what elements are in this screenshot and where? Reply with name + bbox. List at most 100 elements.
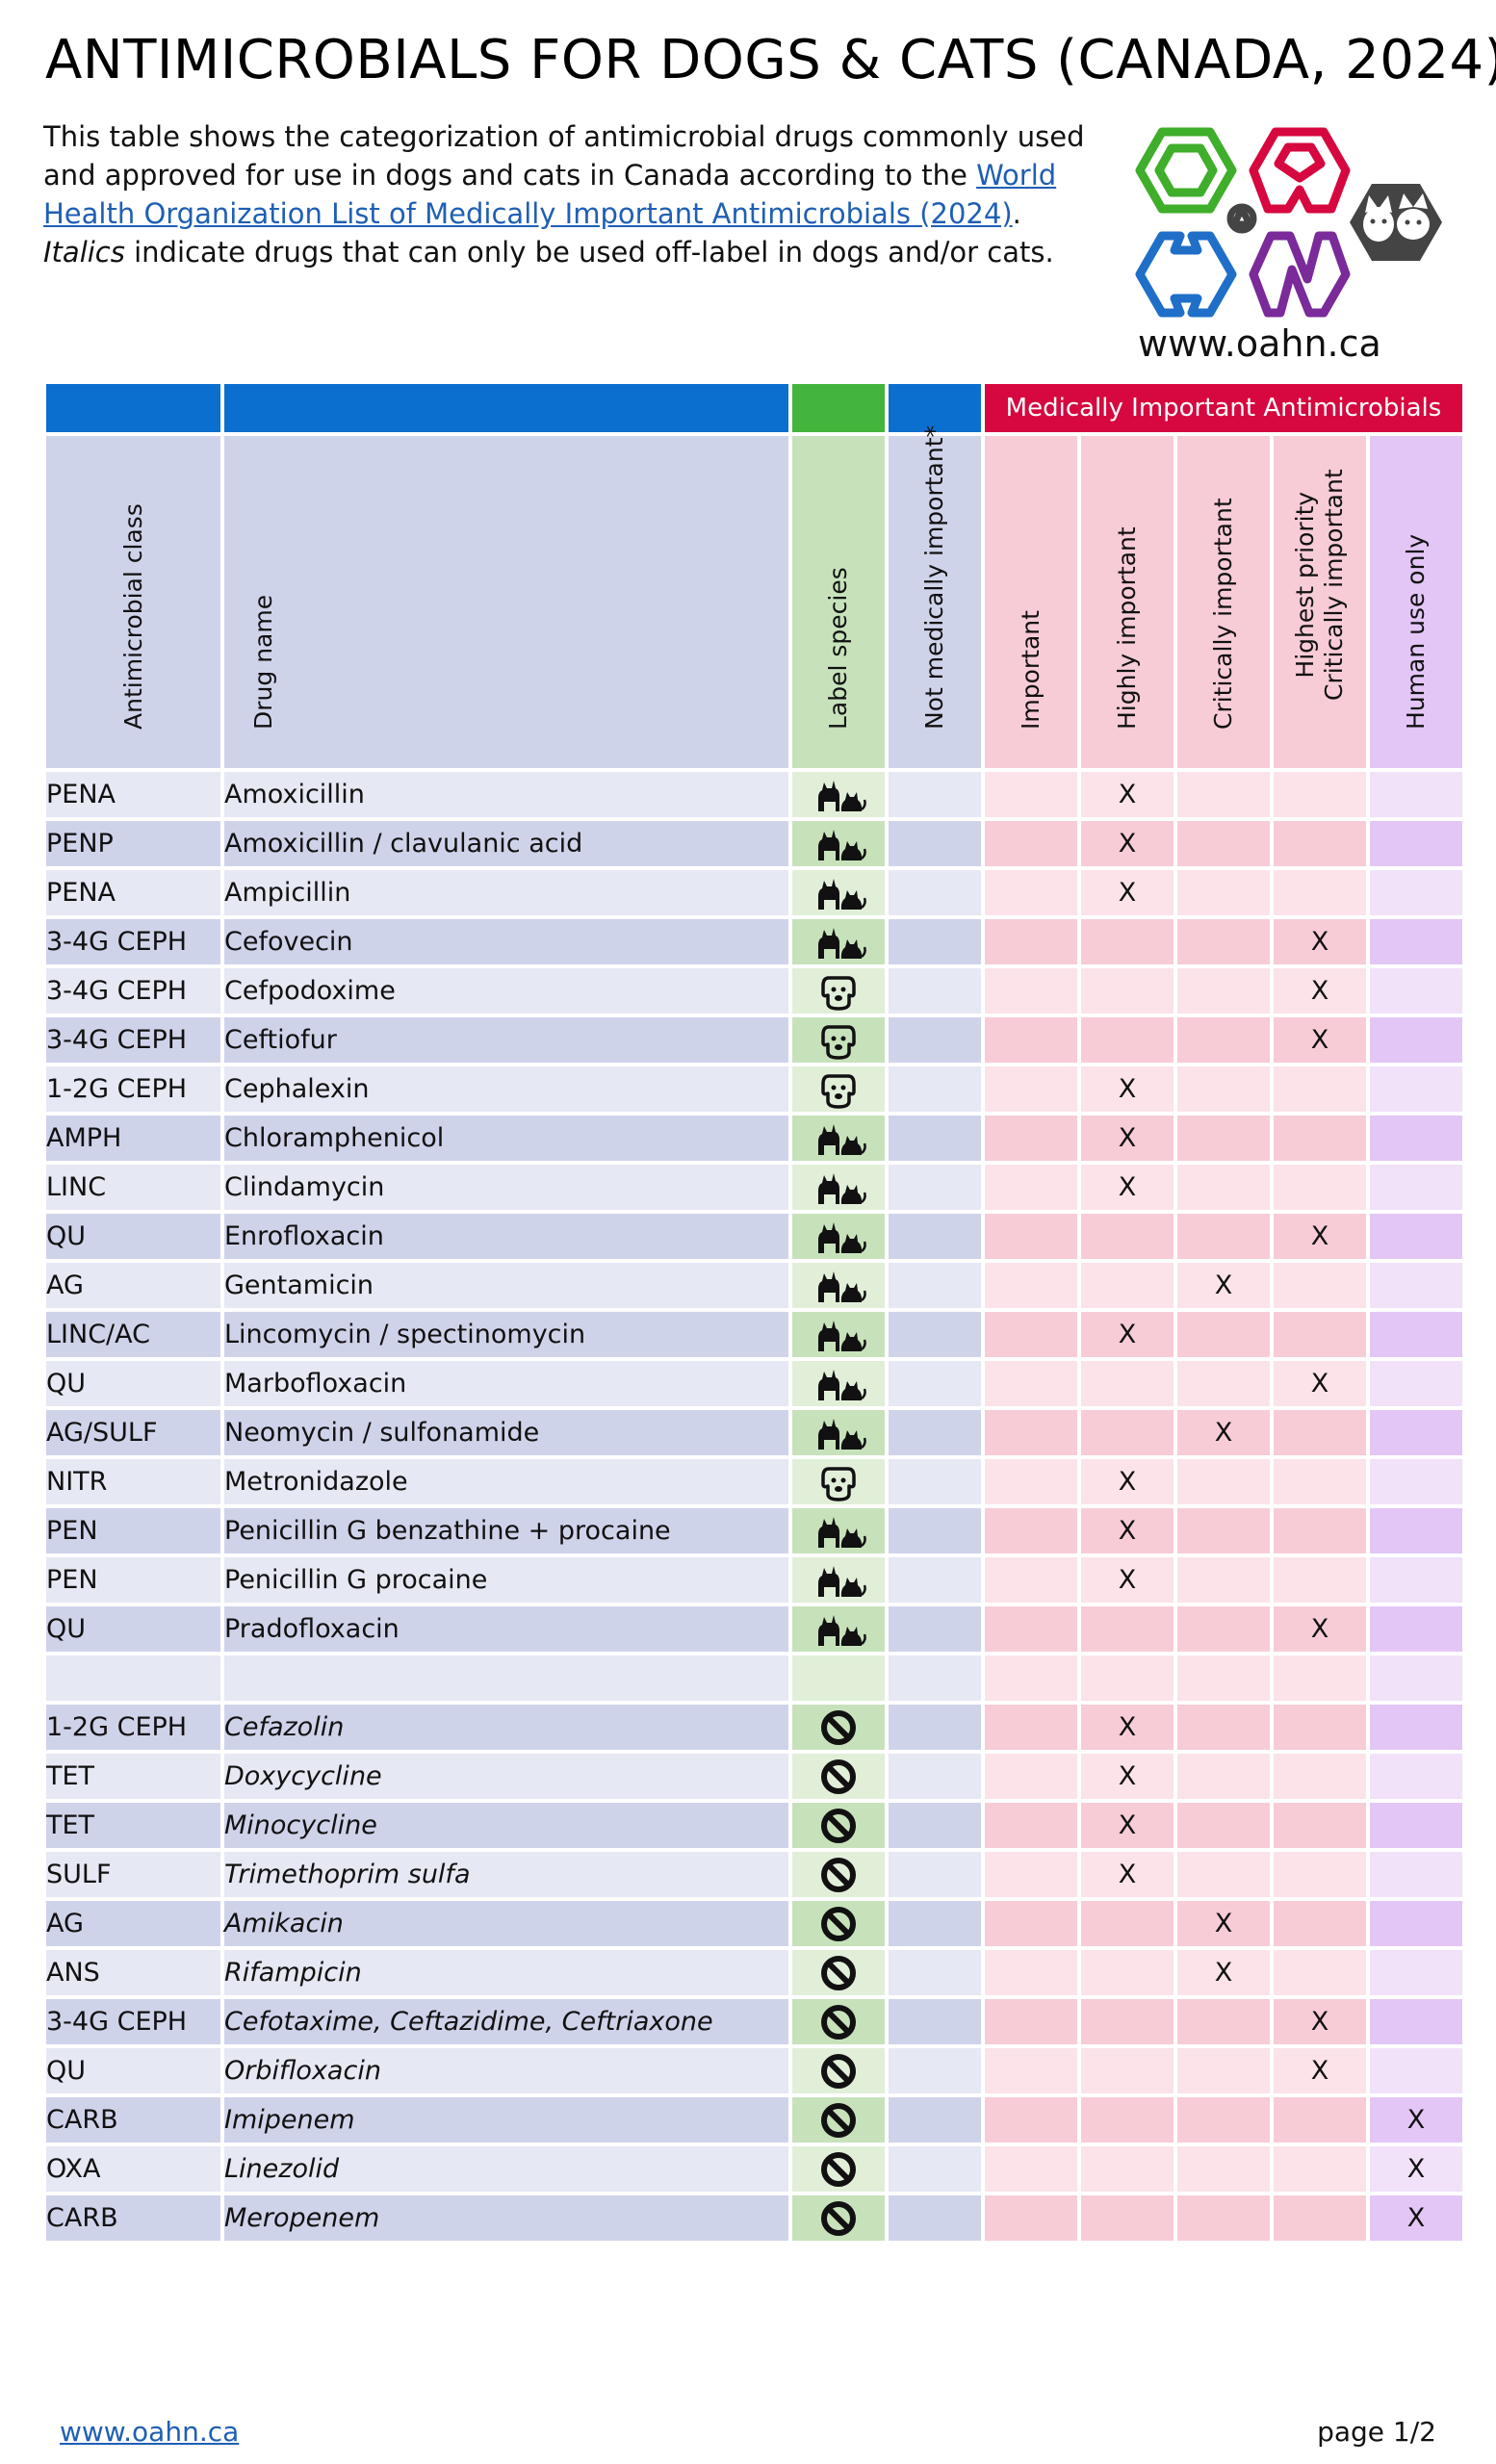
who-list-link[interactable]: World Health Organization List of Medica… [43,159,1057,230]
table-body: PENA Amoxicillin X PENP Amoxicillin / clavul… [42,768,1466,2245]
table-row: LINC Clindamycin X [42,1161,1466,1214]
label-species-cell [788,1406,889,1459]
category-cell-critically: X [1174,1406,1274,1459]
antimicrobial-class-cell: QU [42,2044,224,2097]
dog-icon [821,975,856,1011]
category-cell-human [1366,1455,1466,1508]
drug-name-cell: Rifampicin [220,1946,792,1999]
table-row: QU Pradofloxacin X [42,1603,1466,1656]
drug-name-cell: Clindamycin [220,1161,792,1214]
table-row: AG Amikacin X [42,1897,1466,1950]
category-cell-highest [1270,2143,1370,2195]
prohibited-icon [821,2004,856,2040]
category-cell-highly: X [1077,866,1177,919]
medically-important-band: Medically Important Antimicrobials [981,380,1466,436]
category-cell-highest: X [1270,1995,1370,2048]
category-cell-critically [1174,1652,1274,1705]
category-cell-critically [1174,1553,1274,1606]
category-cell-not-mi [885,1750,985,1803]
category-cell-critically: X [1174,1897,1274,1950]
label-species-cell [788,1014,889,1066]
category-cell-not-mi [885,1308,985,1361]
table-row: AG/SULF Neomycin / sulfonamide X [42,1406,1466,1459]
antimicrobial-class-cell: OXA [42,2143,224,2195]
label-species-cell [788,2093,889,2146]
category-cell-not-mi [885,964,985,1017]
category-cell-highest [1270,1308,1370,1361]
category-cell-highly: X [1077,817,1177,870]
category-cell-highly [1077,1259,1177,1312]
category-cell-important [981,866,1081,919]
table-row: TET Doxycycline X [42,1750,1466,1803]
dog-cat-icon [818,1565,866,1597]
category-cell-important [981,1259,1081,1312]
category-cell-critically [1174,1848,1274,1901]
category-cell-important [981,2044,1081,2097]
label-species-cell [788,2143,889,2195]
col-header-class: Antimicrobial class [42,432,224,772]
table-row: 3-4G CEPH Cefotaxime, Ceftazidime, Ceftri… [42,1995,1466,2048]
category-cell-human [1366,964,1466,1017]
table-row: ANS Rifampicin X [42,1946,1466,1999]
band-not-mi [885,380,985,436]
category-cell-critically [1174,1161,1274,1214]
col-header-drug: Drug name [220,432,792,772]
category-cell-not-mi [885,1553,985,1606]
footer-link[interactable]: www.oahn.ca [60,2416,240,2448]
category-cell-critically [1174,1210,1274,1263]
category-cell-highest [1270,1750,1370,1803]
antimicrobial-class-cell: PENA [42,768,224,821]
antimicrobial-class-cell: TET [42,1750,224,1803]
table-row: OXA Linezolid X [42,2143,1466,2195]
category-cell-critically [1174,1504,1274,1557]
category-cell-not-mi [885,915,985,968]
col-header-important: Important [981,432,1081,772]
category-cell-important [981,1848,1081,1901]
drug-name-cell: Meropenem [220,2192,792,2245]
logo-url-text: www.oahn.ca [1138,322,1381,365]
col-header-highest-line1: Highest priority [1291,491,1319,679]
category-cell-human [1366,1995,1466,2048]
antimicrobial-class-cell: AMPH [42,1112,224,1165]
category-cell-highly: X [1077,768,1177,821]
category-cell-critically [1174,1455,1274,1508]
category-cell-human [1366,768,1466,821]
category-cell-highly: X [1077,1161,1177,1214]
category-cell-highly [1077,1995,1177,2048]
category-cell-critically [1174,915,1274,968]
col-header-human: Human use only [1366,432,1466,772]
category-cell-not-mi [885,1603,985,1656]
table-row: AMPH Chloramphenicol X [42,1112,1466,1165]
antimicrobial-class-cell: CARB [42,2093,224,2146]
category-cell-highest: X [1270,1357,1370,1410]
category-cell-highest: X [1270,964,1370,1017]
dog-cat-icon [818,1270,866,1302]
category-cell-highest: X [1270,1014,1370,1066]
antimicrobial-class-cell: QU [42,1210,224,1263]
category-cell-human [1366,1063,1466,1116]
antimicrobial-class-cell: CARB [42,2192,224,2245]
category-cell-human [1366,817,1466,870]
page-number: page 1/2 [1317,2416,1436,2448]
category-cell-not-mi [885,1357,985,1410]
category-cell-important [981,964,1081,1017]
antimicrobial-class-cell: QU [42,1603,224,1656]
category-cell-not-mi [885,1946,985,1999]
prohibited-icon [821,1906,856,1941]
label-species-cell [788,1553,889,1606]
label-species-cell [788,1603,889,1656]
label-species-cell [788,964,889,1017]
label-species-cell [788,1504,889,1557]
table-row: NITR Metronidazole X [42,1455,1466,1508]
category-cell-human [1366,1652,1466,1705]
category-cell-highest [1270,1455,1370,1508]
category-cell-highest [1270,1063,1370,1116]
antimicrobial-class-cell: SULF [42,1848,224,1901]
drug-name-cell: Cefovecin [220,915,792,968]
prohibited-icon [821,2200,856,2236]
table-row: CARB Meropenem X [42,2192,1466,2245]
antimicrobial-class-cell: AG/SULF [42,1406,224,1459]
dog-cat-icon [818,1418,866,1450]
category-cell-highly [1077,964,1177,1017]
label-species-cell [788,1995,889,2048]
